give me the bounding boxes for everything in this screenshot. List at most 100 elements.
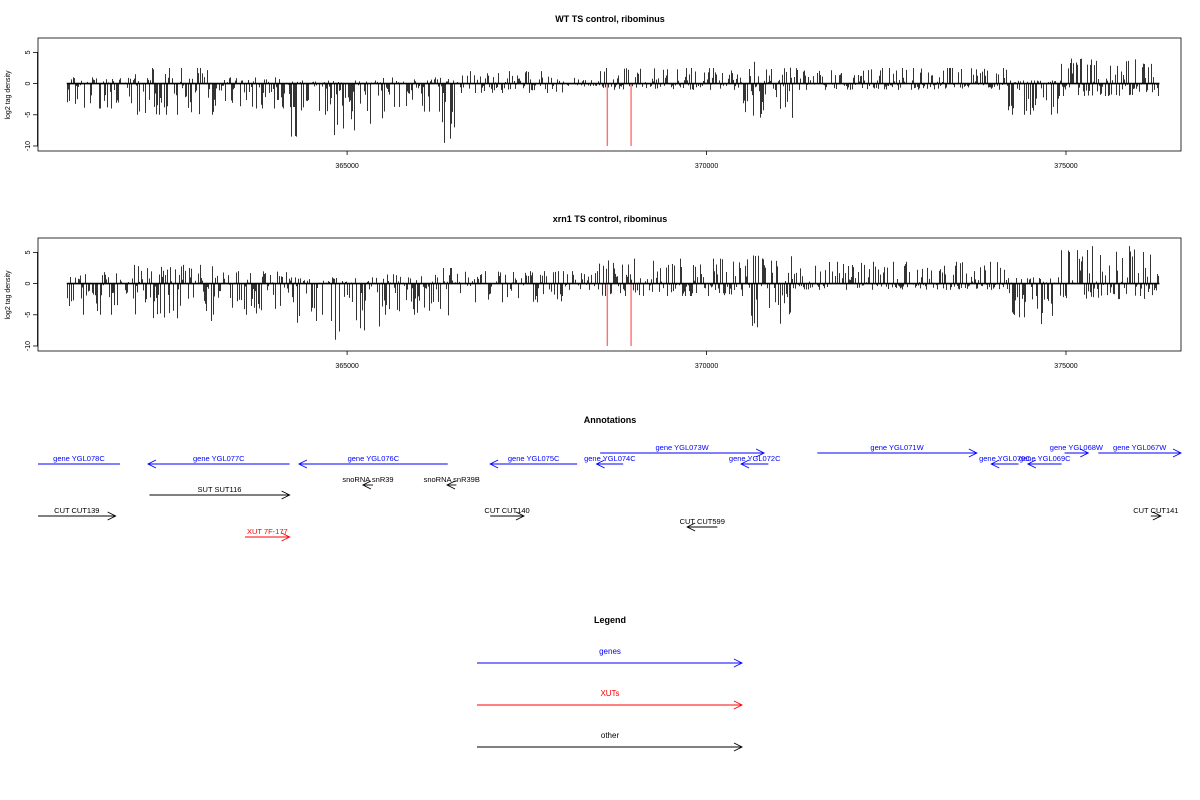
arrowhead-icon	[281, 490, 291, 500]
y-tick-label: -10	[25, 341, 32, 351]
annotation-feature: gene YGL075C	[489, 454, 578, 469]
annotation-features: gene YGL078C gene YGL077C gene YGL076C gene…	[38, 443, 1183, 542]
feature-label: gene YGL078C	[53, 454, 105, 463]
wt-track-title: WT TS control, ribominus	[555, 14, 665, 24]
legend-label: other	[601, 731, 620, 740]
xrn1-x-axis: 365000 370000 375000	[335, 351, 1078, 370]
xrn1-y-axis: 5 0 -5 -10	[25, 250, 38, 351]
annotations-title: Annotations	[584, 415, 637, 425]
annotations-panel: Annotations gene YGL078C gene YGL077C gene…	[38, 415, 1183, 542]
y-tick-label: 0	[25, 82, 32, 86]
arrowhead-icon	[686, 522, 696, 532]
y-tick-label: -5	[25, 312, 32, 318]
annotation-feature: CUT CUT139	[38, 506, 117, 521]
arrowhead-icon	[990, 459, 1000, 469]
arrowhead-icon	[107, 511, 117, 521]
xrn1-marker-lines	[606, 283, 632, 346]
annotation-feature: gene YGL073W	[600, 443, 766, 458]
annotation-feature: gene YGL078C	[38, 454, 120, 465]
annotation-feature: snoRNA snR39B	[424, 475, 480, 490]
x-tick-label: 365000	[335, 363, 358, 370]
legend-label: genes	[599, 647, 621, 656]
feature-label: CUT CUT599	[680, 517, 725, 526]
xrn1-y-axis-label: log2 tag density	[5, 270, 12, 320]
y-tick-label: -10	[25, 141, 32, 151]
x-tick-label: 370000	[695, 163, 718, 170]
feature-label: snoRNA snR39B	[424, 475, 480, 484]
legend-panel: Legend genes XUTs other	[477, 615, 744, 752]
wt-y-axis-label: log2 tag density	[5, 70, 12, 120]
feature-label: snoRNA snR39	[342, 475, 393, 484]
annotation-feature: XUT 7F-177	[245, 527, 291, 542]
x-tick-label: 365000	[335, 163, 358, 170]
xrn1-track-panel: xrn1 TS control, ribominus log2 tag dens…	[5, 214, 1182, 370]
legend-items: genes XUTs other	[477, 647, 744, 752]
arrowhead-icon	[968, 448, 978, 458]
feature-label: gene YGL077C	[193, 454, 245, 463]
annotation-feature: gene YGL072C	[729, 454, 781, 469]
arrowhead-icon	[489, 459, 499, 469]
arrowhead-icon	[740, 459, 750, 469]
xrn1-density-bars	[67, 246, 1159, 340]
y-tick-label: 0	[25, 282, 32, 286]
arrowhead-icon	[1026, 459, 1037, 469]
feature-label: CUT CUT139	[54, 506, 99, 515]
wt-y-axis: 5 0 -5 -10	[25, 50, 38, 151]
feature-label: XUT 7F-177	[247, 527, 288, 536]
feature-label: gene YGL071W	[870, 443, 924, 452]
annotation-feature: CUT CUT599	[680, 517, 725, 532]
annotation-feature: CUT CUT140	[484, 506, 530, 521]
feature-label: gene YGL068W	[1050, 443, 1104, 452]
arrowhead-icon	[733, 700, 744, 710]
wt-marker-lines	[606, 83, 632, 146]
arrowhead-icon	[297, 459, 308, 469]
feature-label: gene YGL073W	[655, 443, 709, 452]
wt-plot-frame	[37, 37, 1182, 152]
feature-label: gene YGL075C	[508, 454, 560, 463]
y-tick-label: 5	[25, 250, 32, 254]
annotation-feature: gene YGL074C	[584, 454, 636, 469]
x-tick-label: 375000	[1054, 363, 1077, 370]
arrowhead-icon	[595, 459, 605, 469]
annotation-feature: gene YGL070C	[979, 454, 1031, 469]
wt-track-panel: WT TS control, ribominus log2 tag densit…	[5, 14, 1182, 170]
feature-label: gene YGL072C	[729, 454, 781, 463]
annotation-feature: gene YGL071W	[817, 443, 978, 458]
annotation-feature: CUT CUT141	[1133, 506, 1178, 521]
annotation-feature: SUT SUT116	[149, 485, 291, 500]
annotation-feature: gene YGL076C	[297, 454, 448, 469]
legend-label: XUTs	[600, 689, 619, 698]
annotation-feature: snoRNA snR39	[342, 475, 394, 490]
xrn1-track-title: xrn1 TS control, ribominus	[553, 214, 668, 224]
arrowhead-icon	[1152, 511, 1162, 521]
arrowhead-icon	[146, 459, 157, 469]
arrowhead-icon	[1172, 448, 1183, 458]
x-tick-label: 375000	[1054, 163, 1077, 170]
feature-label: gene YGL074C	[584, 454, 636, 463]
legend-item: XUTs	[477, 689, 744, 710]
feature-label: CUT CUT141	[1133, 506, 1178, 515]
annotation-feature: gene YGL077C	[146, 454, 290, 469]
feature-label: gene YGL067W	[1113, 443, 1167, 452]
feature-label: gene YGL070C	[979, 454, 1031, 463]
legend-title: Legend	[594, 615, 626, 625]
arrowhead-icon	[755, 448, 766, 458]
arrowhead-icon	[515, 511, 525, 521]
feature-label: CUT CUT140	[484, 506, 529, 515]
legend-item: genes	[477, 647, 744, 668]
wt-density-bars	[67, 58, 1159, 143]
arrowhead-icon	[446, 480, 456, 490]
annotation-feature: gene YGL069C	[1019, 454, 1071, 469]
arrowhead-icon	[733, 658, 744, 668]
y-tick-label: -5	[25, 112, 32, 118]
legend-item: other	[477, 731, 744, 752]
annotation-feature: gene YGL067W	[1098, 443, 1183, 458]
feature-label: SUT SUT116	[198, 485, 242, 494]
arrowhead-icon	[361, 480, 372, 490]
arrowhead-icon	[1080, 448, 1090, 458]
arrowhead-icon	[733, 742, 744, 752]
x-tick-label: 370000	[695, 363, 718, 370]
y-tick-label: 5	[25, 50, 32, 54]
arrowhead-icon	[281, 532, 291, 542]
